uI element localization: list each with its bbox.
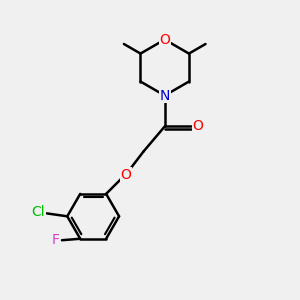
Text: O: O — [192, 119, 203, 134]
Text: Cl: Cl — [32, 205, 45, 219]
Text: N: N — [160, 88, 170, 103]
Text: F: F — [52, 233, 59, 247]
Text: O: O — [159, 33, 170, 46]
Text: O: O — [120, 168, 131, 182]
